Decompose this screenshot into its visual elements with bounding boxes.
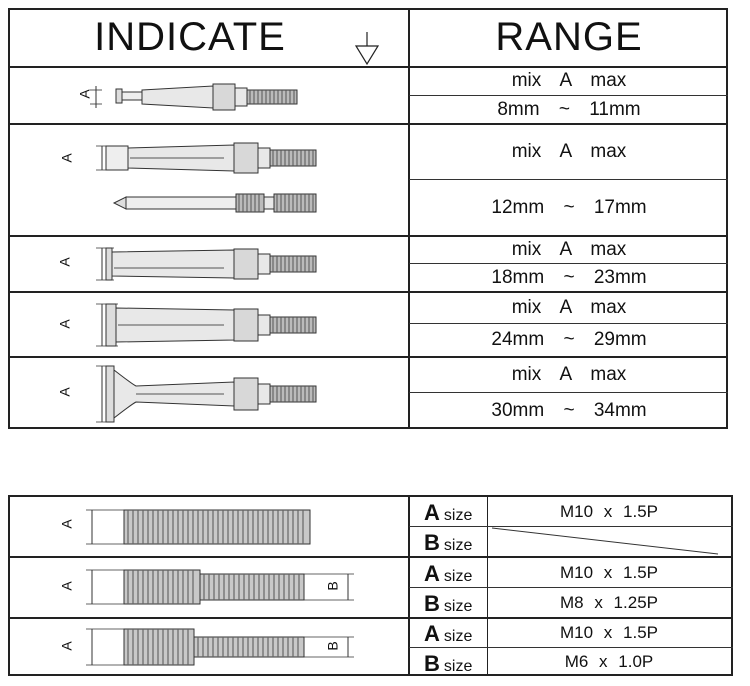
- range-mid-line: [409, 323, 728, 324]
- b-size-value: [490, 527, 728, 556]
- range-label: mix A max: [511, 238, 627, 260]
- range-mid-line: [409, 179, 728, 180]
- range-table-divider: [408, 8, 410, 429]
- dimension-label-a: A: [58, 581, 75, 591]
- thread-table-divider: [408, 495, 410, 676]
- indicate-header: INDICATE: [94, 14, 286, 59]
- range-label: mix A max: [511, 70, 627, 91]
- dimension-label-b: B: [324, 641, 341, 651]
- row-separator: [8, 356, 728, 358]
- range-value: 18mm ~ 23mm: [491, 266, 647, 288]
- range-table: [8, 8, 728, 429]
- dimension-label-a: A: [58, 153, 75, 163]
- a-size-value: M10 x 1.5P: [560, 623, 658, 642]
- dimension-label-a: A: [58, 641, 75, 651]
- dimension-label-a: A: [76, 89, 93, 99]
- thread-mid-line: [409, 526, 733, 527]
- dimension-label-a: A: [56, 319, 73, 329]
- thread-row-separator: [8, 556, 733, 558]
- puller-tool-drawing-large: [96, 247, 317, 281]
- puller-tool-drawing-xlarge: [96, 303, 317, 347]
- range-mid-line: [409, 392, 728, 393]
- range-mid-line: [409, 95, 728, 96]
- header-separator: [8, 66, 728, 68]
- b-size-value: M8 x 1.25P: [560, 592, 658, 612]
- dimension-label-b: B: [324, 581, 341, 591]
- thread-table-divider: [487, 495, 488, 676]
- range-value: 8mm ~ 11mm: [497, 98, 641, 120]
- range-value: 30mm ~ 34mm: [491, 399, 647, 421]
- range-mid-line: [409, 263, 728, 264]
- thread-size-table: [8, 495, 733, 676]
- b-size-value: M6 x 1.0P: [564, 651, 654, 671]
- dimension-label-a: A: [58, 519, 75, 529]
- stepped-thread-drawing-m6: [86, 628, 354, 666]
- range-header: RANGE: [495, 14, 643, 59]
- range-label: mix A max: [511, 363, 627, 385]
- dimension-label-a: A: [56, 387, 73, 397]
- thread-mid-line: [409, 587, 733, 588]
- thread-row-separator: [8, 617, 733, 619]
- a-size-value: M10 x 1.5P: [560, 562, 658, 582]
- row-separator: [8, 291, 728, 293]
- stepped-thread-drawing-m8: [86, 569, 354, 605]
- range-value: 24mm ~ 29mm: [491, 329, 647, 350]
- not-applicable-slash: [491, 527, 719, 555]
- range-label: mix A max: [511, 140, 627, 162]
- row-separator: [8, 235, 728, 237]
- dimension-label-a: A: [56, 257, 73, 267]
- threaded-rod-drawing: [86, 509, 311, 545]
- range-value: 12mm ~ 17mm: [491, 196, 647, 218]
- a-size-value: M10 x 1.5P: [560, 501, 658, 521]
- row-separator: [8, 123, 728, 125]
- range-label: mix A max: [511, 296, 627, 318]
- down-arrow-icon: [354, 32, 380, 66]
- thread-mid-line: [409, 647, 733, 648]
- puller-tool-drawing-xxlarge: [96, 365, 317, 423]
- puller-tool-drawing-small: [90, 83, 298, 111]
- puller-tool-drawing-medium: [96, 142, 317, 213]
